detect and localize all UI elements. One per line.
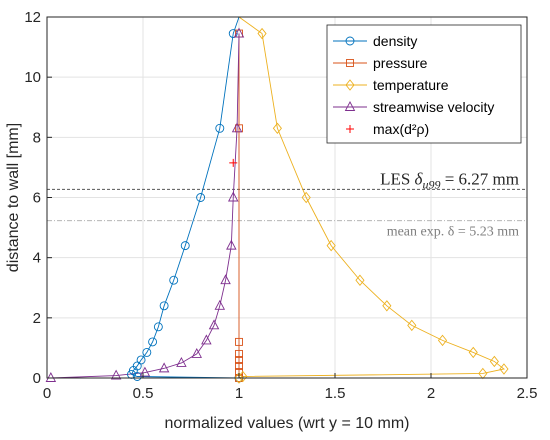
streamwise-velocity-point — [191, 347, 203, 358]
les-delta-annotation: LES δu99 = 6.27 mm — [380, 169, 519, 191]
legend-label: max(d²ρ) — [373, 121, 429, 137]
temperature-point — [489, 355, 499, 368]
temperature-point — [468, 346, 478, 359]
streamwise-velocity-point — [110, 369, 122, 380]
temperature-point — [238, 370, 248, 383]
x-tick-label: 1 — [235, 385, 243, 402]
y-tick-label: 8 — [33, 129, 41, 146]
density-point — [180, 241, 190, 251]
legend-box — [326, 24, 522, 144]
exp-delta-annotation: mean exp. δ = 5.23 mm — [387, 225, 519, 240]
temperature-point — [499, 363, 509, 375]
streamwise-velocity-point — [208, 319, 220, 330]
max-d-point — [229, 158, 238, 167]
x-tick-label: 0 — [43, 385, 51, 402]
density-point — [148, 337, 158, 347]
les-label-sub: u99 — [422, 177, 440, 191]
y-axis-ticks: 0 2 4 6 8 10 12 — [24, 9, 52, 387]
x-tick-label: 2.5 — [517, 385, 538, 402]
y-tick-label: 0 — [33, 370, 41, 387]
reference-lines — [47, 188, 527, 222]
legend-marker — [345, 36, 355, 46]
density-point — [196, 193, 206, 202]
legend-label: streamwise velocity — [373, 99, 494, 115]
density-point — [159, 301, 169, 311]
les-label-rest: = 6.27 mm — [440, 169, 519, 188]
density-point — [153, 322, 163, 332]
legend: density pressure temperature streamwise vel… — [326, 24, 522, 144]
legend-marker — [344, 101, 356, 111]
pressure-point — [235, 356, 243, 364]
legend-marker — [346, 125, 354, 133]
series-lines — [50, 16, 505, 379]
temperature-point — [407, 319, 417, 332]
streamwise-velocity-point — [139, 366, 151, 377]
streamwise-velocity-point — [45, 372, 57, 382]
temperature-point — [355, 274, 365, 286]
streamwise-velocity-point — [227, 191, 239, 202]
y-axis-label: distance to wall [mm] — [5, 123, 22, 272]
temperature-point — [382, 300, 392, 312]
temperature-point — [234, 372, 244, 384]
x-axis-label: normalized values (wrt y = 10 mm) — [165, 415, 410, 432]
y-tick-label: 12 — [24, 9, 41, 26]
legend-label: density — [373, 33, 417, 49]
les-label-main: LES — [380, 169, 414, 188]
les-label-symbol: δ — [415, 169, 424, 188]
legend-label: pressure — [373, 55, 428, 71]
legend-label: temperature — [373, 77, 449, 93]
pressure-point — [235, 349, 243, 358]
pressure-point — [235, 337, 243, 346]
pressure-point — [235, 362, 243, 370]
x-axis-ticks: 0 0.5 1 1.5 2 2.5 — [43, 373, 538, 402]
streamwise-velocity-point — [158, 362, 170, 373]
streamwise-velocity-point — [201, 334, 212, 345]
streamwise-velocity-point — [176, 356, 187, 367]
streamwise-velocity-line — [50, 33, 240, 379]
streamwise-velocity-point — [231, 122, 243, 133]
y-tick-label: 6 — [33, 190, 41, 207]
y-tick-label: 4 — [33, 250, 41, 267]
temperature-point — [301, 191, 311, 204]
y-tick-label: 10 — [24, 69, 41, 86]
y-tick-label: 2 — [33, 310, 41, 327]
temperature-point — [326, 239, 336, 252]
legend-marker — [346, 59, 354, 67]
temperature-point — [272, 122, 282, 135]
density-point — [136, 355, 146, 365]
temperature-point — [257, 27, 267, 40]
annotations: LES δu99 = 6.27 mm mean exp. δ = 5.23 mm — [380, 169, 519, 239]
legend-marker — [345, 79, 355, 91]
x-tick-label: 0.5 — [133, 385, 154, 402]
temperature-point — [437, 334, 448, 347]
streamwise-velocity-point — [220, 274, 231, 285]
x-tick-label: 2 — [427, 385, 435, 402]
density-point — [228, 29, 238, 38]
streamwise-velocity-point — [226, 239, 237, 250]
streamwise-velocity-point — [233, 27, 245, 38]
density-point — [169, 275, 179, 285]
density-line — [130, 16, 240, 379]
density-point — [142, 347, 152, 357]
temperature-line — [238, 16, 505, 379]
streamwise-velocity-point — [214, 299, 226, 310]
x-tick-label: 1.5 — [325, 385, 346, 402]
density-point — [215, 123, 225, 133]
